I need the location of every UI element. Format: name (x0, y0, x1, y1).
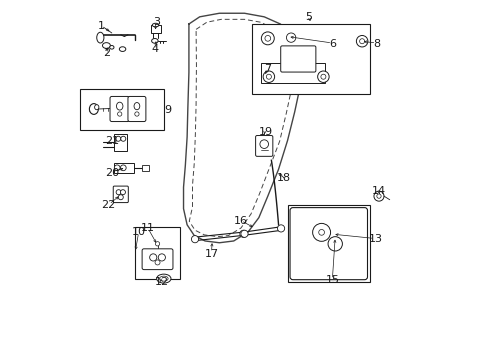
Circle shape (373, 191, 383, 201)
Circle shape (118, 195, 123, 200)
Text: 9: 9 (163, 105, 171, 115)
FancyBboxPatch shape (110, 96, 129, 122)
Circle shape (312, 224, 330, 241)
Text: 17: 17 (205, 248, 219, 258)
Text: 13: 13 (367, 234, 382, 244)
Ellipse shape (119, 47, 125, 51)
Text: 7: 7 (264, 64, 271, 74)
Circle shape (135, 112, 139, 116)
Bar (114, 163, 134, 173)
Text: 12: 12 (155, 277, 169, 287)
Ellipse shape (94, 105, 99, 110)
Circle shape (116, 190, 121, 195)
Circle shape (241, 230, 247, 237)
FancyBboxPatch shape (280, 46, 315, 72)
Ellipse shape (134, 103, 140, 110)
Ellipse shape (152, 23, 159, 27)
FancyBboxPatch shape (113, 186, 128, 203)
Ellipse shape (109, 45, 114, 49)
Text: 11: 11 (141, 224, 154, 233)
Text: 8: 8 (373, 39, 380, 49)
Text: 21: 21 (104, 136, 119, 145)
Text: 10: 10 (131, 227, 145, 237)
Circle shape (191, 235, 198, 243)
Circle shape (114, 165, 120, 171)
Circle shape (239, 230, 246, 237)
FancyBboxPatch shape (128, 96, 145, 122)
Circle shape (266, 74, 271, 79)
Ellipse shape (116, 102, 122, 110)
Ellipse shape (102, 42, 110, 48)
Circle shape (376, 194, 380, 198)
Ellipse shape (89, 104, 98, 114)
Ellipse shape (159, 276, 168, 281)
Circle shape (149, 254, 157, 261)
Bar (135, 226, 180, 279)
FancyBboxPatch shape (142, 249, 173, 270)
Bar (142, 165, 148, 171)
Text: 22: 22 (101, 200, 115, 210)
Circle shape (121, 136, 125, 141)
Circle shape (117, 112, 122, 116)
Text: 14: 14 (371, 186, 385, 196)
Ellipse shape (156, 274, 171, 283)
Circle shape (318, 229, 324, 235)
Text: 3: 3 (153, 17, 160, 27)
Circle shape (116, 136, 121, 141)
Circle shape (317, 71, 328, 82)
Bar (80, 89, 163, 130)
Text: 16: 16 (233, 216, 247, 226)
Bar (287, 205, 369, 282)
Text: 15: 15 (325, 275, 339, 285)
Circle shape (286, 33, 295, 42)
Text: 1: 1 (98, 21, 104, 31)
Circle shape (263, 71, 274, 82)
Bar (150, 25, 161, 33)
Circle shape (120, 190, 125, 195)
Circle shape (264, 36, 270, 41)
FancyBboxPatch shape (255, 135, 272, 156)
Text: 20: 20 (104, 168, 119, 178)
Bar (260, 63, 325, 83)
Circle shape (356, 36, 367, 47)
Circle shape (158, 254, 165, 261)
Ellipse shape (151, 39, 158, 43)
Circle shape (359, 39, 364, 44)
Circle shape (260, 140, 268, 148)
Text: 19: 19 (259, 127, 272, 136)
Text: 5: 5 (305, 12, 312, 22)
Circle shape (261, 32, 274, 45)
Circle shape (277, 225, 284, 232)
Text: 4: 4 (151, 44, 158, 54)
Bar (114, 134, 127, 150)
Ellipse shape (97, 32, 104, 43)
Bar (251, 24, 369, 94)
Text: 18: 18 (276, 173, 290, 183)
FancyBboxPatch shape (289, 208, 367, 280)
Circle shape (155, 242, 160, 246)
Circle shape (155, 260, 160, 265)
Circle shape (320, 74, 325, 79)
Text: 2: 2 (102, 48, 110, 58)
Text: 6: 6 (328, 39, 335, 49)
Circle shape (327, 237, 342, 251)
Circle shape (120, 165, 126, 171)
